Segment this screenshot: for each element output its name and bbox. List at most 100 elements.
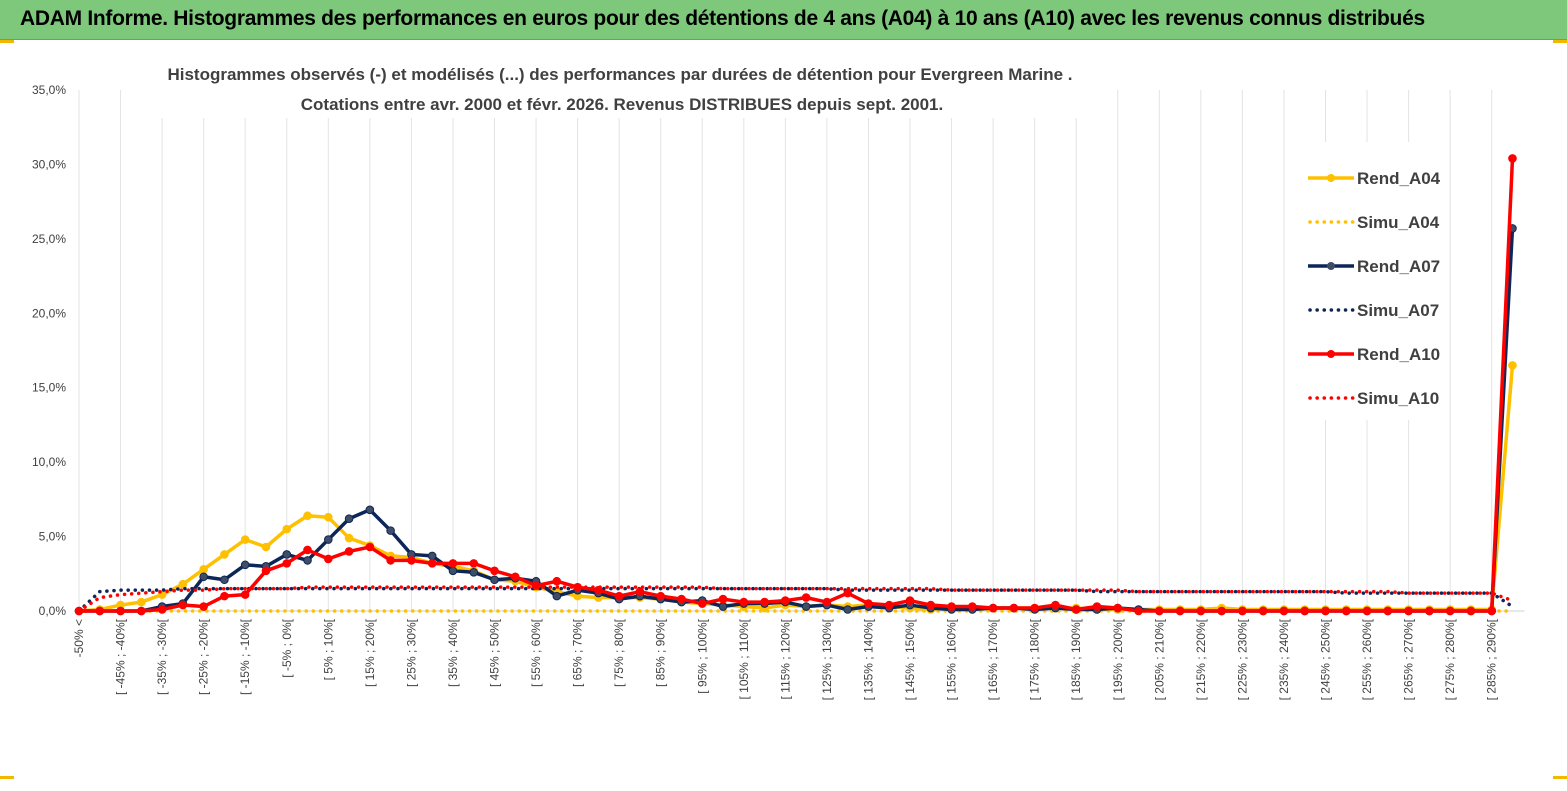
x-tick-label: [ 25% ; 30%[: [404, 618, 418, 687]
x-tick-label: [ -45% ; -40%[: [114, 618, 128, 695]
y-tick-label: 15,0%: [32, 381, 66, 395]
data-point: [781, 596, 790, 605]
data-point: [1508, 361, 1517, 370]
legend-marker: [1327, 350, 1335, 358]
x-tick-label: [ -15% ; -10%[: [238, 618, 252, 695]
chart-subtitle-line2: Cotations entre avr. 2000 et févr. 2026.…: [301, 95, 944, 114]
data-point: [968, 602, 977, 611]
x-tick-label: [ 235% ; 240%[: [1277, 618, 1291, 700]
data-point: [1155, 606, 1164, 616]
report-title: ADAM Informe. Histogrammes des performan…: [20, 7, 1425, 30]
y-tick-label: 25,0%: [32, 232, 66, 246]
data-point: [344, 547, 354, 556]
data-point: [1030, 603, 1039, 613]
data-point: [1134, 606, 1143, 616]
data-point: [1279, 606, 1289, 616]
data-point: [718, 594, 728, 604]
x-tick-label: [ 105% ; 110%[: [737, 618, 751, 699]
data-point: [199, 572, 208, 582]
y-tick-label: 0,0%: [39, 604, 67, 618]
x-tick-label: [ 275% ; 280%[: [1443, 618, 1457, 700]
x-tick-label: [ 205% ; 210%[: [1152, 618, 1166, 700]
data-point: [739, 597, 749, 607]
data-point: [510, 572, 520, 582]
data-point: [1466, 606, 1476, 616]
legend-item-simu-a04[interactable]: Simu_A04: [1308, 213, 1440, 232]
x-tick-label: [ 215% ; 220%[: [1194, 618, 1208, 700]
y-tick-label: 30,0%: [32, 157, 66, 171]
legend[interactable]: Rend_A04 Simu_A04 Rend_A07 Simu_A07 Rend_A10…: [1308, 169, 1441, 408]
data-point: [801, 602, 811, 611]
legend-item-rend-a07[interactable]: Rend_A07: [1308, 257, 1440, 276]
data-point: [884, 600, 894, 610]
data-point: [1217, 606, 1226, 616]
data-point: [1362, 606, 1372, 616]
subtitle-background: [150, 60, 1098, 118]
x-tick-label: [ 65% ; 70%[: [571, 618, 585, 687]
data-point: [220, 550, 229, 559]
data-point: [760, 597, 769, 607]
data-point: [843, 588, 852, 598]
legend-item-rend-a04[interactable]: Rend_A04: [1308, 169, 1441, 188]
data-point: [1113, 603, 1123, 613]
x-tick-label: [ 225% ; 230%[: [1235, 618, 1249, 700]
x-tick-label: [ 95% ; 100%[: [695, 618, 709, 693]
series-line: [77, 585, 1515, 613]
data-point: [261, 566, 271, 576]
data-point: [407, 556, 416, 565]
data-point: [1321, 606, 1330, 616]
data-point: [822, 597, 832, 607]
x-tick-label: [ 285% ; 290%[: [1485, 618, 1499, 700]
data-point: [843, 605, 852, 614]
x-tick-label: [ 145% ; 150%[: [903, 618, 917, 700]
data-point: [365, 542, 375, 552]
data-point: [552, 576, 562, 586]
legend-item-rend-a10[interactable]: Rend_A10: [1308, 345, 1440, 364]
data-point: [677, 594, 686, 604]
data-point: [1196, 606, 1206, 616]
x-tick-label: [ 35% ; 40%[: [446, 618, 460, 687]
data-point: [1071, 605, 1081, 614]
data-point: [220, 591, 229, 601]
chart-subtitle-line1: Histogrammes observés (-) et modélisés (…: [167, 65, 1072, 84]
legend-item-simu-a10[interactable]: Simu_A10: [1308, 389, 1439, 408]
corner-mark: [1553, 40, 1567, 43]
x-tick-label: [ 45% ; 50%[: [488, 618, 502, 687]
legend-label: Simu_A04: [1357, 213, 1440, 232]
x-tick-label: [ 15% ; 20%[: [363, 618, 377, 687]
data-point: [199, 602, 208, 611]
data-point: [1009, 603, 1019, 613]
x-tick-label: [ 125% ; 130%[: [820, 618, 834, 700]
data-point: [303, 545, 312, 555]
data-point: [947, 602, 956, 611]
data-point: [614, 591, 624, 601]
y-tick-label: 5,0%: [39, 530, 67, 544]
data-point: [1404, 606, 1413, 616]
x-tick-label: [ 115% ; 120%[: [778, 618, 792, 699]
series-simu-a07: [77, 586, 1515, 613]
corner-mark: [0, 776, 14, 779]
header-banner: ADAM Informe. Histogrammes des performan…: [0, 0, 1567, 40]
data-point: [157, 605, 167, 614]
data-point: [427, 559, 437, 568]
data-point: [448, 566, 458, 576]
corner-mark: [0, 40, 14, 43]
data-point: [469, 567, 479, 577]
data-point: [386, 526, 395, 535]
data-point: [344, 514, 354, 524]
data-point: [220, 575, 229, 585]
legend-marker: [1327, 262, 1335, 270]
legend-item-simu-a07[interactable]: Simu_A07: [1308, 301, 1439, 320]
data-point: [116, 606, 125, 616]
y-tick-label: 10,0%: [32, 455, 66, 469]
data-point: [386, 556, 395, 565]
series-line: [79, 158, 1515, 613]
series-line: [77, 586, 1515, 613]
data-point: [469, 559, 479, 568]
data-point: [240, 590, 250, 599]
x-tick-label: [ 165% ; 170%[: [986, 618, 1000, 700]
data-point: [718, 602, 728, 611]
legend-label: Rend_A10: [1357, 345, 1440, 364]
x-tick-label: [ 255% ; 260%[: [1360, 618, 1374, 700]
data-point: [282, 559, 292, 568]
